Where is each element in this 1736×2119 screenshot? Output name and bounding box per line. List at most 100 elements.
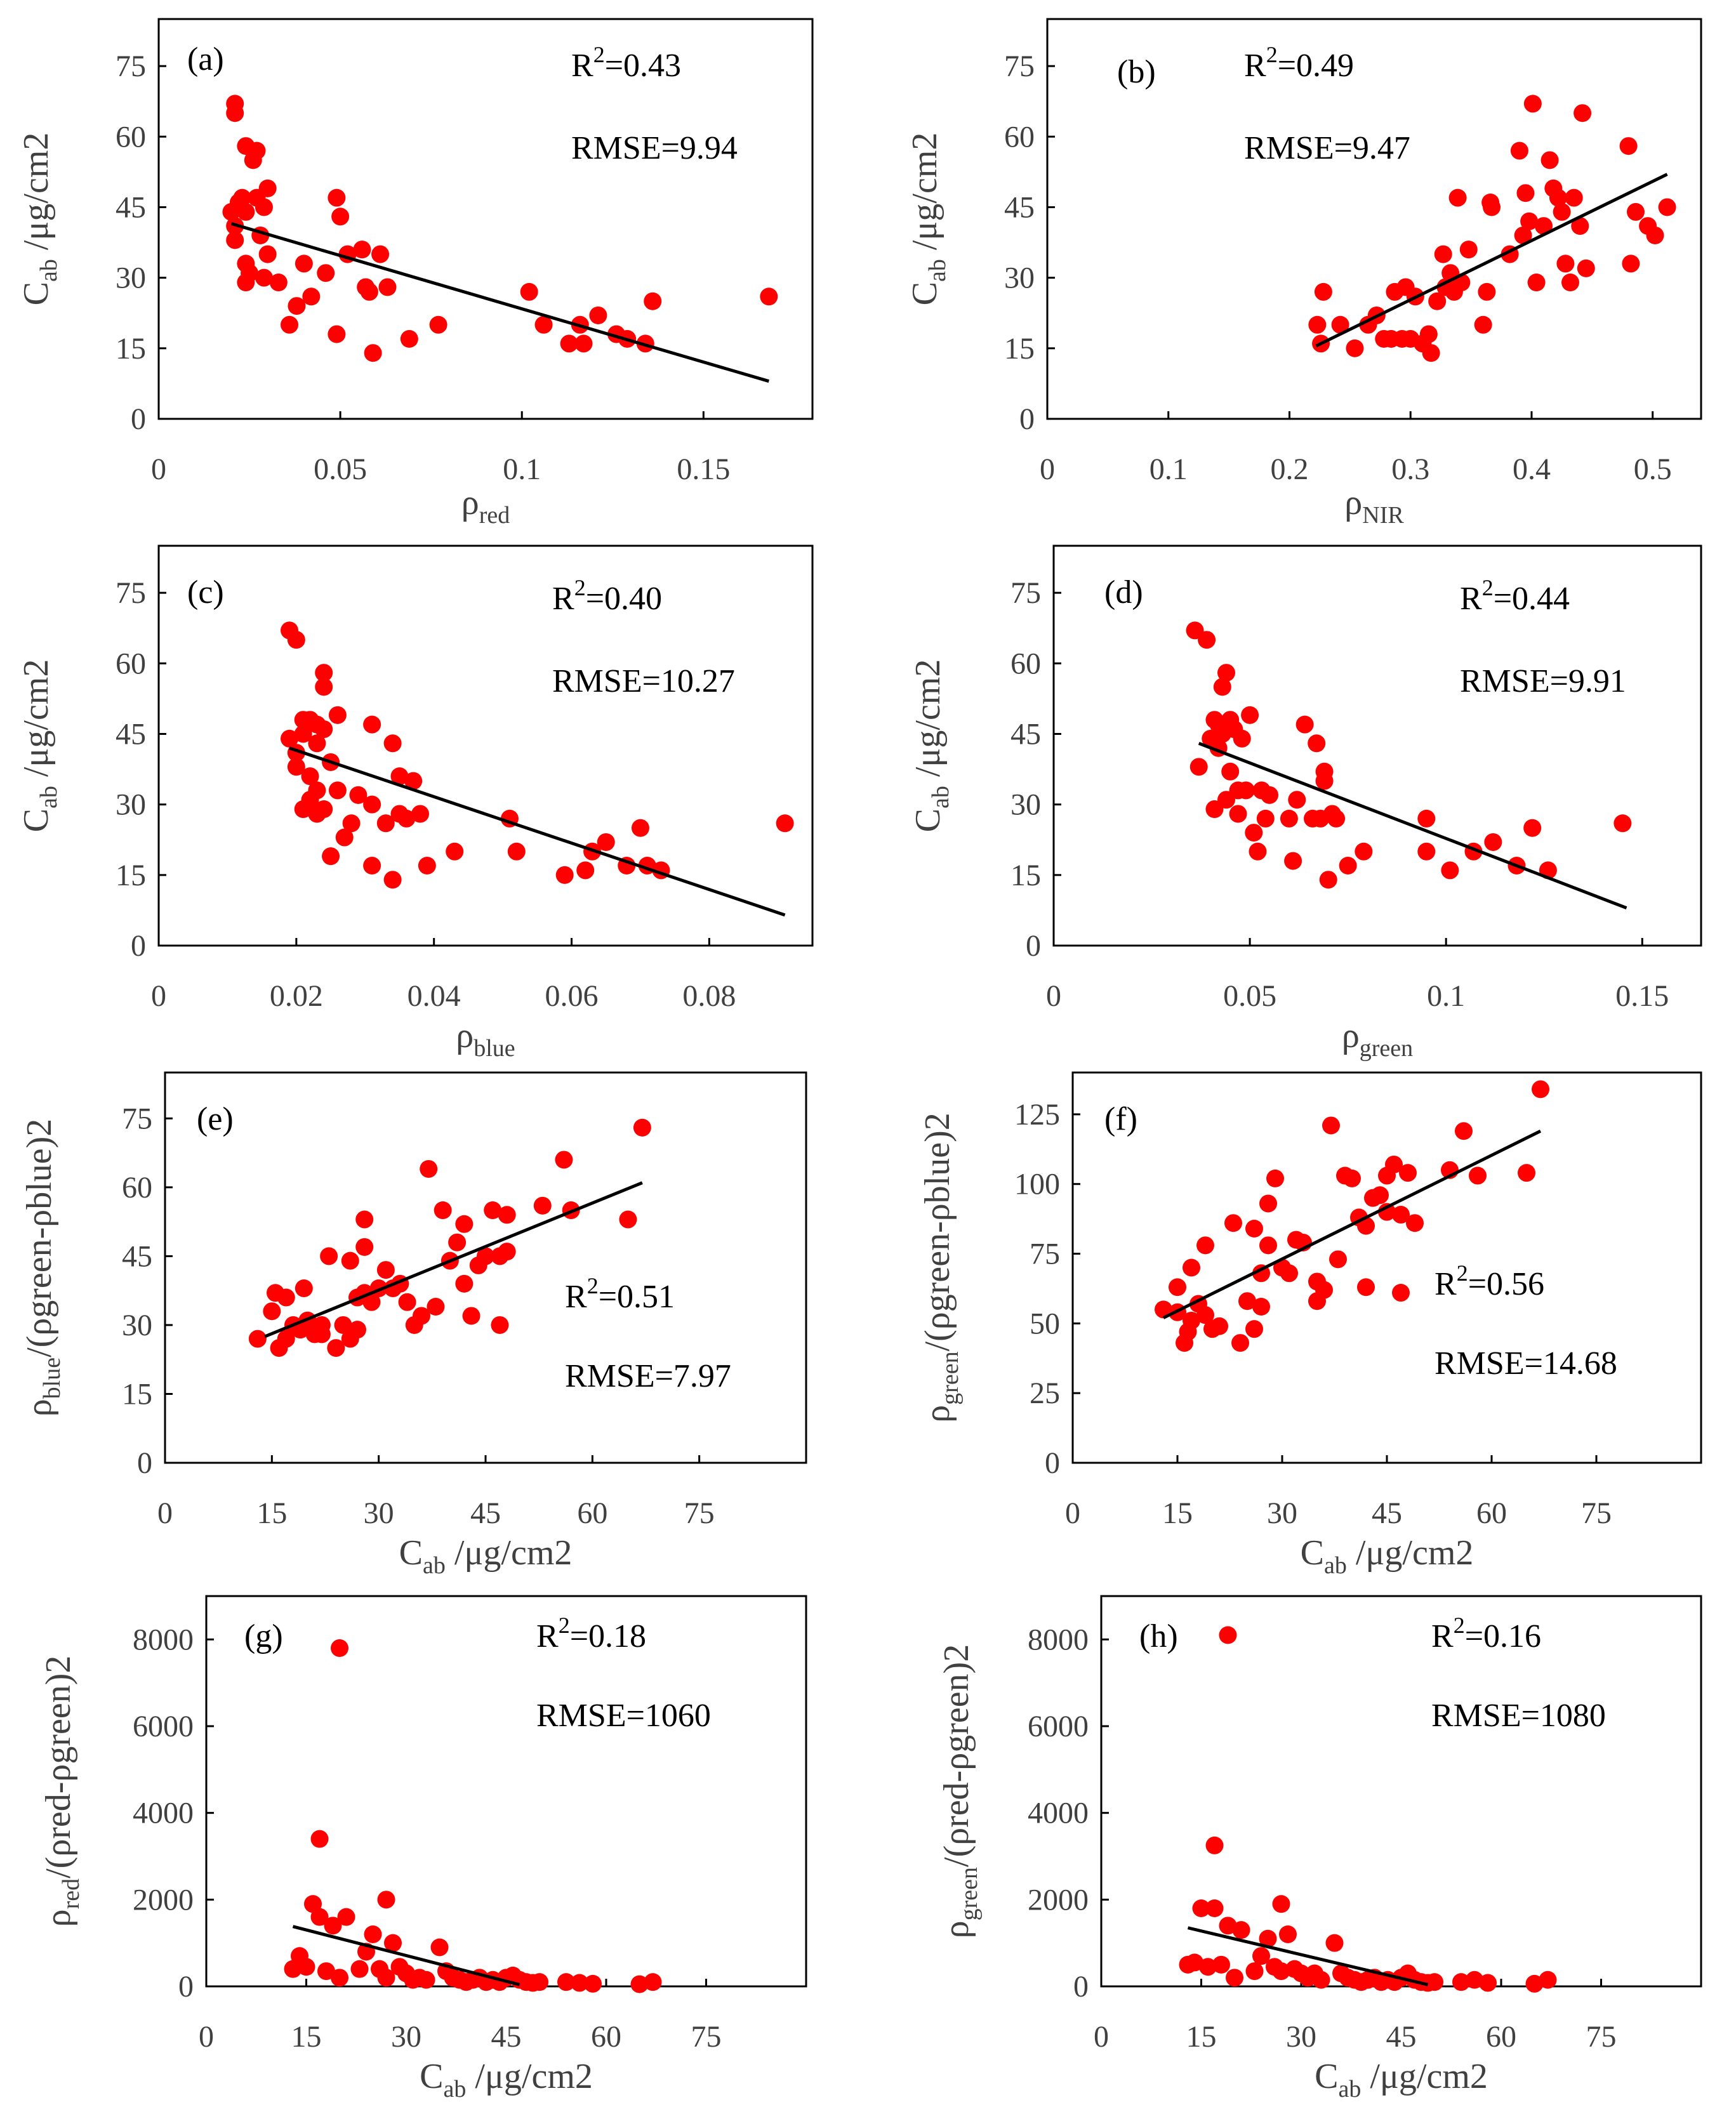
y-tick-label: 30 — [1010, 788, 1041, 822]
data-point — [1355, 842, 1373, 861]
data-point — [1535, 217, 1553, 235]
panel-letter: (d) — [1104, 574, 1143, 611]
data-point — [1233, 729, 1251, 748]
data-point — [760, 287, 778, 306]
x-tick-label: 0.5 — [1634, 452, 1672, 486]
data-point — [1343, 1169, 1361, 1187]
data-point — [348, 1321, 366, 1339]
y-tick-label: 8000 — [1028, 1623, 1089, 1656]
r-squared-label: R2=0.18 — [536, 1613, 646, 1654]
y-tick-label: 45 — [116, 190, 146, 224]
data-point — [1196, 1306, 1214, 1324]
data-point — [328, 188, 346, 207]
data-point — [1210, 1317, 1228, 1335]
regression-line — [1187, 1926, 1429, 1986]
rmse-label: RMSE=9.94 — [571, 130, 738, 166]
y-axis-label: Cab /μg/cm2 — [17, 133, 62, 306]
data-point — [507, 842, 526, 861]
data-point — [1392, 1206, 1410, 1224]
data-point — [1483, 198, 1501, 216]
data-point — [418, 857, 436, 875]
x-tick-label: 75 — [1581, 1496, 1612, 1530]
x-tick-label: 0.3 — [1391, 452, 1429, 486]
data-point — [1183, 1311, 1200, 1330]
data-point — [1186, 1953, 1203, 1972]
y-tick-label: 75 — [1010, 576, 1041, 610]
panel-letter: (h) — [1139, 1618, 1178, 1654]
y-tick-label: 6000 — [133, 1710, 194, 1743]
data-point — [498, 1206, 516, 1224]
data-point — [531, 1973, 548, 1991]
data-point — [1288, 791, 1306, 809]
y-tick-label: 6000 — [1028, 1710, 1089, 1743]
data-point — [1371, 1186, 1389, 1205]
rmse-label: RMSE=14.68 — [1435, 1345, 1617, 1382]
x-tick-label: 30 — [391, 2020, 421, 2054]
data-point — [248, 142, 266, 160]
y-axis-label: ρgreen/(ρgreen-ρblue)2 — [918, 1112, 964, 1423]
data-point — [644, 1973, 662, 1991]
data-point — [1527, 274, 1546, 292]
y-tick-label: 15 — [1004, 332, 1035, 366]
data-point — [1312, 1970, 1330, 1989]
x-tick-label: 0.1 — [1427, 979, 1465, 1013]
data-point — [1455, 1122, 1473, 1140]
x-tick-label: 60 — [577, 1496, 607, 1530]
data-point — [477, 1247, 494, 1265]
data-point — [1516, 184, 1535, 202]
data-point — [1315, 1281, 1333, 1299]
data-point — [1284, 852, 1302, 870]
x-tick-label: 0 — [1046, 979, 1061, 1013]
data-point — [1226, 1969, 1243, 1987]
data-point — [1574, 104, 1592, 122]
data-point — [1212, 1955, 1230, 1974]
data-point — [349, 786, 368, 804]
data-point — [1272, 1895, 1290, 1913]
data-point — [434, 1201, 452, 1220]
y-tick-label: 75 — [1004, 50, 1035, 83]
data-point — [317, 1962, 335, 1981]
data-point — [1532, 1080, 1549, 1099]
data-point — [269, 274, 288, 292]
data-point — [1619, 137, 1638, 155]
y-tick-label: 45 — [1004, 190, 1035, 224]
y-tick-label: 2000 — [133, 1883, 194, 1917]
data-point — [355, 1210, 374, 1229]
data-point — [1339, 857, 1357, 875]
data-point — [1272, 1962, 1290, 1981]
data-point — [383, 734, 402, 753]
data-point — [574, 334, 593, 353]
data-point — [328, 781, 347, 800]
data-point — [491, 1316, 509, 1334]
data-point — [327, 1339, 345, 1357]
data-point — [1236, 781, 1255, 800]
data-point — [317, 264, 335, 282]
data-point — [364, 344, 382, 362]
data-point — [1217, 664, 1235, 682]
data-point — [533, 1196, 552, 1215]
data-point — [1325, 1934, 1344, 1952]
data-point — [1245, 824, 1263, 842]
data-point — [342, 814, 361, 833]
x-tick-label: 0.08 — [682, 979, 736, 1013]
x-tick-label: 15 — [256, 1496, 287, 1530]
data-point — [315, 678, 333, 696]
data-point — [1315, 772, 1334, 790]
x-tick-label: 0.02 — [270, 979, 323, 1013]
x-tick-label: 30 — [1286, 2020, 1316, 2054]
panel-letter: (a) — [187, 41, 224, 77]
data-point — [337, 1908, 355, 1926]
data-point — [1308, 315, 1327, 334]
y-tick-label: 75 — [116, 50, 146, 83]
y-tick-label: 15 — [116, 332, 146, 366]
data-point — [1189, 758, 1208, 776]
regression-line — [289, 746, 786, 917]
r-squared-label: R2=0.40 — [552, 575, 662, 617]
y-tick-label: 4000 — [133, 1797, 194, 1830]
x-tick-label: 0 — [1094, 2020, 1109, 2054]
data-point — [1196, 1236, 1214, 1255]
y-tick-label: 0 — [131, 402, 146, 436]
data-point — [1577, 259, 1595, 277]
data-point — [226, 104, 244, 122]
x-axis-label: Cab /μg/cm2 — [1301, 1533, 1474, 1579]
